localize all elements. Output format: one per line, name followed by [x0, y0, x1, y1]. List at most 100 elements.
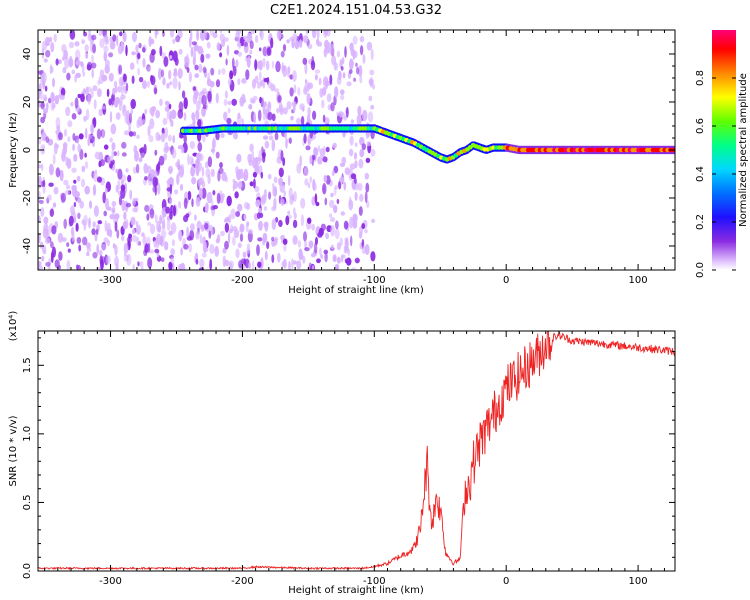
noise-mark [358, 65, 363, 77]
noise-mark [48, 163, 54, 176]
noise-mark [264, 140, 270, 149]
noise-mark [249, 181, 254, 187]
noise-mark [123, 73, 127, 83]
noise-mark [87, 133, 92, 140]
noise-mark [215, 79, 221, 88]
noise-mark [310, 252, 316, 258]
noise-mark [243, 214, 247, 221]
noise-mark [207, 90, 212, 103]
noise-mark [136, 119, 141, 129]
noise-mark [271, 236, 275, 242]
noise-mark [219, 162, 223, 169]
noise-mark [307, 107, 311, 117]
noise-mark [40, 207, 45, 217]
noise-mark [251, 78, 257, 89]
noise-mark [204, 161, 209, 169]
noise-mark [57, 232, 64, 243]
noise-mark [271, 206, 277, 212]
noise-mark [284, 131, 287, 139]
noise-mark [77, 93, 82, 99]
noise-mark [215, 92, 219, 104]
noise-mark [109, 137, 113, 143]
noise-mark [303, 166, 309, 176]
noise-mark [92, 85, 98, 92]
noise-mark [311, 196, 316, 206]
noise-mark [210, 67, 215, 76]
noise-mark [154, 248, 160, 254]
noise-mark [329, 213, 333, 218]
noise-mark [344, 167, 351, 175]
noise-mark [359, 149, 365, 158]
noise-mark [271, 218, 277, 230]
noise-mark [256, 212, 261, 220]
noise-mark [250, 30, 256, 35]
noise-mark [149, 223, 156, 235]
noise-mark [304, 62, 308, 75]
noise-mark [335, 264, 340, 270]
noise-mark [239, 233, 244, 242]
noise-mark [45, 261, 51, 267]
noise-mark [153, 87, 158, 95]
noise-mark [370, 48, 374, 61]
noise-mark [86, 242, 91, 249]
noise-mark [157, 67, 162, 80]
noise-mark [242, 251, 247, 258]
noise-mark [94, 151, 101, 160]
x-tick-label: -100 [363, 576, 386, 587]
noise-mark [365, 157, 371, 163]
noise-mark [357, 182, 363, 191]
noise-mark [260, 171, 264, 179]
noise-mark [117, 86, 122, 93]
noise-mark [104, 39, 110, 45]
spectrogram-heatmap [38, 30, 675, 270]
noise-mark [112, 87, 116, 96]
noise-mark [176, 173, 180, 186]
noise-mark [162, 117, 168, 125]
noise-mark [157, 224, 162, 233]
noise-mark [323, 30, 328, 39]
noise-mark [106, 206, 112, 211]
x-tick-label: 0 [503, 275, 509, 286]
noise-mark [87, 94, 92, 105]
noise-mark [300, 115, 305, 126]
noise-mark [108, 52, 114, 58]
noise-mark [368, 95, 373, 102]
noise-mark [321, 99, 325, 109]
noise-mark [187, 153, 190, 166]
noise-mark [315, 74, 318, 81]
noise-mark [178, 263, 183, 270]
noise-mark [86, 61, 93, 71]
noise-mark [44, 237, 51, 245]
noise-mark [315, 201, 320, 207]
noise-mark [325, 44, 330, 54]
noise-mark [302, 35, 309, 44]
noise-mark [331, 55, 337, 66]
noise-mark [41, 40, 48, 51]
noise-mark [66, 72, 71, 81]
noise-mark [144, 204, 150, 213]
noise-mark [253, 112, 256, 124]
noise-mark [271, 60, 275, 69]
noise-mark [299, 103, 305, 111]
noise-mark [55, 58, 59, 66]
noise-mark [121, 235, 125, 242]
noise-mark [362, 54, 366, 64]
noise-mark [201, 166, 205, 177]
noise-mark [131, 228, 136, 235]
noise-mark [304, 247, 310, 252]
noise-mark [152, 176, 158, 188]
noise-mark [291, 101, 297, 107]
noise-mark [258, 220, 263, 231]
noise-mark [174, 57, 179, 66]
noise-mark [221, 67, 226, 75]
noise-mark [160, 69, 165, 78]
noise-mark [252, 171, 257, 178]
noise-mark [66, 259, 71, 270]
colorbar-tick-label: 0.6 [695, 118, 706, 134]
noise-mark [120, 188, 126, 199]
noise-mark [77, 212, 81, 219]
noise-mark [109, 111, 113, 123]
noise-mark [202, 66, 207, 74]
noise-mark [197, 119, 202, 128]
noise-mark [201, 224, 205, 232]
